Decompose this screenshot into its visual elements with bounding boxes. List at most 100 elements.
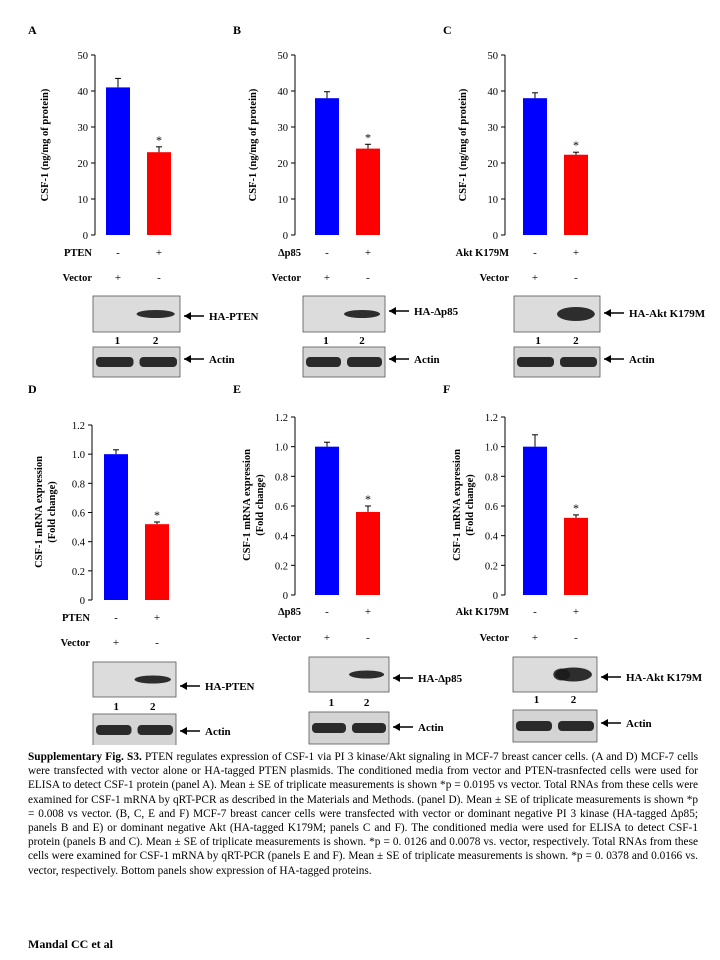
panel-e-letter: E [233, 382, 241, 396]
panel-c-lane-number: 1 [535, 335, 541, 347]
panel-b-blot-label: HA-Δp85 [414, 306, 459, 318]
panel-d-row-label: PTEN [62, 613, 90, 624]
panel-e: E 0 0.2 0.4 0.6 0.8 1.0 1.2 CSF-1 mRNA expressio… [233, 382, 463, 745]
panel-d-actin-label: Actin [205, 726, 231, 738]
panel-f-blot-label: HA-Akt K179M [626, 672, 703, 684]
panel-e-actin-arrow-head [393, 723, 400, 731]
panel-c-bar-1 [523, 98, 547, 235]
panel-d-y-tick-label: 0.2 [72, 567, 85, 578]
panel-f-row-mark: + [573, 606, 579, 618]
panel-c: C 0 10 20 30 40 50 CSF-1 (ng/mg of protein) * Akt… [443, 23, 706, 378]
panel-f-y-tick-label: 0.8 [485, 472, 498, 483]
panel-a: A 0 10 20 30 40 50 CSF-1 (ng/mg of protein) * PTE… [28, 23, 259, 378]
panel-c-actin-arrow-head [604, 355, 611, 363]
panel-d-row-label: Vector [61, 638, 91, 649]
panel-e-y-tick-label: 0.2 [275, 561, 288, 572]
panel-c-blot-label: HA-Akt K179M [629, 308, 706, 320]
panel-a-blot-arrow-head [184, 312, 191, 320]
panel-e-actin-band-lane-2 [352, 723, 386, 733]
panel-c-row-mark: - [533, 247, 537, 259]
panel-c-y-tick-label: 10 [488, 195, 499, 206]
panel-e-row-label: Δp85 [278, 607, 301, 618]
panel-b-row-mark: - [325, 247, 329, 259]
panel-e-y-axis-label: CSF-1 mRNA expression [242, 449, 253, 561]
panel-c-blot-arrow-head [604, 309, 611, 317]
panel-b-actin-band-lane-2 [347, 357, 382, 367]
panel-e-y-tick-label: 1.2 [275, 413, 288, 424]
panel-b-letter: B [233, 23, 241, 37]
panel-c-actin-label: Actin [629, 354, 655, 366]
panel-f-y-tick-label: 0.6 [485, 502, 498, 513]
panel-c-y-tick-label: 30 [488, 123, 499, 134]
panel-d-y-tick-label: 0.6 [72, 509, 85, 520]
panel-e-y-tick-label: 0.6 [275, 502, 288, 513]
panel-e-blot-label: HA-Δp85 [418, 673, 463, 685]
figure-caption: Supplementary Fig. S3. PTEN regulates ex… [28, 750, 698, 878]
panel-a-letter: A [28, 23, 37, 37]
panel-b-row-label: Δp85 [278, 248, 301, 259]
panel-a-row-mark: + [115, 272, 121, 284]
panel-c-bar-2 [564, 154, 588, 235]
panel-b-y-axis-label: CSF-1 (ng/mg of protein) [248, 88, 259, 201]
panel-d-actin-band-lane-1 [96, 725, 132, 735]
panel-a-y-tick-label: 50 [78, 51, 89, 62]
panel-e-y-axis-label: (Fold change) [255, 474, 266, 536]
panel-d-y-tick-label: 1.2 [72, 421, 85, 432]
panel-d-row-mark: - [155, 637, 159, 649]
panel-b-y-tick-label: 30 [278, 123, 289, 134]
panel-a-row-mark: - [116, 247, 120, 259]
panel-a-actin-arrow-head [184, 355, 191, 363]
panel-c-significance-mark: * [573, 138, 579, 152]
panel-c-blot-band-lane-2 [557, 307, 595, 321]
panel-f-blot-band-lane-2b [553, 668, 571, 681]
panel-c-letter: C [443, 23, 452, 37]
panel-e-actin-label: Actin [418, 722, 444, 734]
panel-f-row-mark: - [574, 632, 578, 644]
panel-a-row-label: PTEN [64, 248, 92, 259]
panel-f-y-axis-label: (Fold change) [465, 474, 476, 536]
panel-f-row-label: Akt K179M [456, 607, 509, 618]
panel-c-y-tick-label: 50 [488, 51, 499, 62]
panel-a-actin-label: Actin [209, 354, 235, 366]
panel-b-blot-arrow-head [389, 307, 396, 315]
panel-a-bar-2 [147, 152, 171, 235]
panel-e-blot-image [308, 656, 390, 693]
panel-d-y-tick-label: 1.0 [72, 450, 85, 461]
panel-d-blot-label: HA-PTEN [205, 681, 255, 693]
panel-e-row-mark: + [365, 606, 371, 618]
panel-d-blot-band-lane-2 [134, 675, 172, 684]
panel-d-row-mark: - [114, 612, 118, 624]
panel-e-row-mark: - [325, 606, 329, 618]
panel-f-lane-number: 1 [534, 694, 540, 706]
panel-a-y-tick-label: 30 [78, 123, 89, 134]
panel-b-row-mark: + [324, 272, 330, 284]
author-line: Mandal CC et al [28, 937, 113, 951]
panel-a-lane-number: 1 [115, 335, 121, 347]
panel-d-y-tick-label: 0 [80, 596, 85, 607]
panel-c-row-label: Vector [480, 273, 510, 284]
panel-a-row-label: Vector [63, 273, 93, 284]
panel-a-blot-band-lane-2 [136, 310, 175, 318]
panel-b-lane-number: 1 [323, 335, 329, 347]
panel-b-row-label: Vector [272, 273, 302, 284]
panel-c-row-label: Akt K179M [456, 248, 509, 259]
panel-f-y-axis-label: CSF-1 mRNA expression [452, 449, 463, 561]
panel-a-y-axis-label: CSF-1 (ng/mg of protein) [40, 88, 51, 201]
panel-c-actin-band-lane-2 [560, 357, 597, 367]
panel-a-y-tick-label: 10 [78, 195, 89, 206]
panel-c-row-mark: + [573, 247, 579, 259]
panel-f-actin-band-lane-1 [516, 721, 552, 731]
panel-d-blot-arrow-head [180, 682, 187, 690]
panel-a-y-tick-label: 40 [78, 87, 89, 98]
panel-e-row-mark: + [324, 632, 330, 644]
panel-f-y-tick-label: 0 [493, 591, 498, 602]
panel-e-y-tick-label: 1.0 [275, 443, 288, 454]
panel-f-y-tick-label: 1.0 [485, 443, 498, 454]
panel-e-lane-number: 2 [364, 697, 370, 709]
panel-d-letter: D [28, 382, 37, 396]
panel-d-row-mark: + [113, 637, 119, 649]
panel-a-blot-label: HA-PTEN [209, 311, 259, 323]
panel-b-significance-mark: * [365, 130, 371, 144]
panel-f-row-label: Vector [480, 633, 510, 644]
